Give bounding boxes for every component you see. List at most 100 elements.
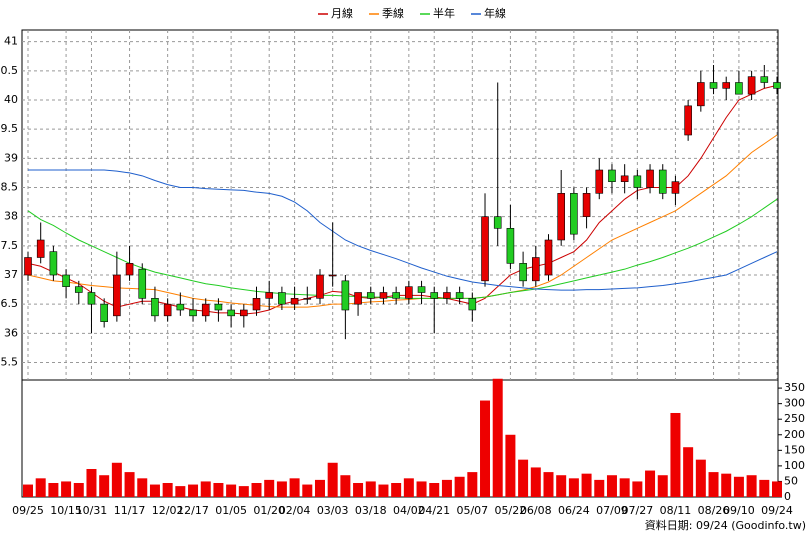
volume-bar — [188, 484, 199, 497]
y-tick-label: 37.5 — [0, 239, 18, 252]
volume-bar — [454, 476, 465, 497]
volume-bar — [111, 462, 122, 497]
x-tick-label: 10/15 — [50, 504, 82, 517]
candle-body — [658, 169, 667, 194]
candle-body — [151, 298, 159, 317]
volume-bar — [23, 484, 33, 497]
volume-bar — [632, 481, 643, 497]
x-tick-label: 05/07 — [456, 504, 488, 517]
y-tick-label: 39.5 — [0, 122, 18, 135]
volume-bar — [505, 434, 516, 497]
candle-body — [570, 193, 578, 235]
x-tick-label: 03/18 — [355, 504, 387, 517]
candle-body — [722, 82, 731, 89]
volume-bar — [708, 472, 719, 497]
volume-bar — [251, 482, 262, 497]
candle-body — [608, 169, 616, 182]
y-tick-label: 150 — [784, 443, 805, 456]
ma-line — [27, 134, 778, 308]
volume-bar — [530, 467, 541, 497]
candle-body — [443, 292, 451, 299]
candle-body — [366, 292, 375, 299]
candle-body — [506, 228, 515, 264]
volume-bar — [213, 482, 224, 497]
volume-bar — [73, 482, 84, 497]
footer: 資料日期: 09/24 (Goodinfo.tw) — [645, 518, 806, 532]
candle-body — [455, 292, 464, 299]
candle-body — [36, 239, 45, 258]
volume-bar — [518, 459, 529, 497]
volume-bar — [200, 481, 211, 497]
candle-body — [49, 251, 58, 276]
volume-bar — [226, 484, 237, 497]
volume-bar — [568, 478, 579, 497]
volume-bar — [378, 484, 389, 497]
candle-body — [735, 82, 743, 95]
x-tick-label: 12/17 — [177, 504, 209, 517]
volume-bar — [670, 412, 681, 497]
x-tick-label: 10/31 — [76, 504, 108, 517]
y-tick-label: 37 — [4, 268, 18, 281]
volume-bar — [314, 479, 325, 497]
candle-body — [265, 292, 274, 299]
x-tick-label: 06/24 — [558, 504, 590, 517]
volume-bar — [606, 475, 617, 497]
candle-body — [227, 309, 235, 317]
x-tick-label: 09/10 — [723, 504, 755, 517]
x-tick-label: 01/20 — [253, 504, 285, 517]
candle-body — [290, 298, 299, 305]
volume-bar — [365, 481, 376, 497]
candle-body — [189, 309, 197, 317]
price-frame — [21, 29, 779, 381]
candle-body — [201, 303, 210, 317]
y-tick-label: 36 — [4, 326, 18, 339]
volume-bar — [149, 484, 160, 497]
x-tick-label: 05/22 — [495, 504, 527, 517]
candle-body — [671, 181, 680, 194]
volume-bar — [86, 468, 97, 497]
volume-bar — [695, 459, 706, 497]
volume-bar — [772, 481, 782, 497]
y-tick-label: 250 — [784, 412, 805, 425]
volume-bar — [289, 478, 300, 497]
y-tick-label: 100 — [784, 459, 805, 472]
x-tick-label: 06/08 — [520, 504, 552, 517]
x-tick-label: 07/09 — [596, 504, 628, 517]
volume-bar — [403, 478, 414, 497]
candle-body — [747, 76, 756, 95]
volume-bar — [467, 472, 478, 497]
x-tick-label: 08/26 — [698, 504, 730, 517]
x-tick-label: 09/25 — [12, 504, 44, 517]
candle-body — [405, 286, 413, 299]
candle-body — [544, 239, 553, 276]
candle-body — [709, 82, 718, 89]
y-tick-label: 35.5 — [0, 356, 18, 369]
x-tick-label: 01/05 — [215, 504, 247, 517]
candle-body — [87, 292, 96, 305]
candle-body — [595, 169, 604, 194]
volume-bar — [124, 472, 135, 497]
candle-body — [62, 274, 70, 287]
volume-bar — [746, 475, 757, 497]
candle-body — [684, 105, 692, 136]
volume-bar — [492, 378, 503, 497]
legend-label: 季線 — [382, 6, 404, 20]
candle-body — [531, 257, 540, 282]
volume-bar — [276, 481, 287, 497]
y-tick-label: 41 — [4, 35, 18, 48]
legend-label: 半年 — [433, 6, 455, 20]
candle-body — [341, 280, 350, 311]
volume-bar — [238, 486, 249, 497]
candle-body — [582, 193, 591, 217]
candle-body — [430, 292, 439, 299]
candle-body — [493, 216, 502, 229]
volume-bar — [61, 481, 72, 497]
volume-bar — [264, 479, 275, 497]
volume-bar — [683, 447, 694, 497]
volume-bar — [137, 478, 148, 497]
candle-body — [74, 286, 83, 293]
legend-label: 年線 — [484, 6, 506, 20]
y-tick-label: 38.5 — [0, 181, 18, 194]
volume-bar — [340, 475, 351, 497]
volume-bar — [594, 479, 605, 497]
